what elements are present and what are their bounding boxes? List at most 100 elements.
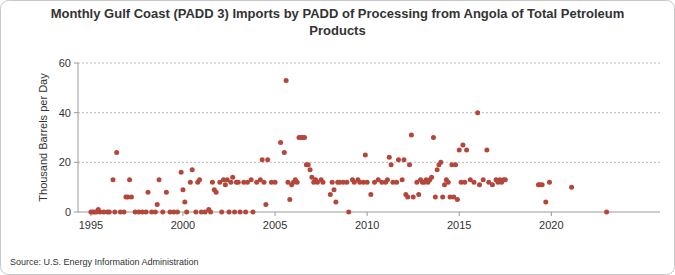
point <box>400 177 405 182</box>
point <box>197 177 202 182</box>
point <box>228 180 233 185</box>
point <box>401 157 406 162</box>
point <box>214 190 219 195</box>
x-tick <box>551 212 552 216</box>
point <box>363 152 368 157</box>
point <box>477 182 482 187</box>
x-tick <box>275 212 276 216</box>
point <box>155 202 160 207</box>
grid-line <box>78 112 660 113</box>
point <box>365 180 370 185</box>
point <box>440 195 445 200</box>
point <box>190 167 195 172</box>
point <box>481 177 486 182</box>
point <box>282 150 287 155</box>
point <box>160 210 165 215</box>
chart: Monthly Gulf Coast (PADD 3) Imports by P… <box>0 0 675 275</box>
point <box>144 210 149 215</box>
point <box>543 200 548 205</box>
point <box>175 210 180 215</box>
point <box>153 210 158 215</box>
point <box>227 210 232 215</box>
y-tick <box>74 112 78 113</box>
point <box>433 195 438 200</box>
source: Source: U.S. Energy Information Administ… <box>10 257 199 267</box>
y-axis <box>78 63 79 212</box>
x-tick-label: 1995 <box>79 219 103 231</box>
point <box>490 182 495 187</box>
point <box>540 182 545 187</box>
point <box>394 180 399 185</box>
point <box>435 167 440 172</box>
y-tick-label: 40 <box>59 107 71 119</box>
point <box>230 175 235 180</box>
point <box>243 210 248 215</box>
point <box>284 78 289 83</box>
point <box>368 192 373 197</box>
point <box>411 195 416 200</box>
point <box>164 190 169 195</box>
point <box>455 197 460 202</box>
x-tick-label: 2010 <box>355 219 379 231</box>
point <box>122 210 127 215</box>
point <box>332 187 337 192</box>
y-tick <box>74 162 78 163</box>
grid-line <box>78 63 660 64</box>
y-tick <box>74 212 78 213</box>
point <box>385 177 390 182</box>
point <box>262 180 267 185</box>
point <box>179 170 184 175</box>
y-tick-label: 60 <box>59 57 71 69</box>
point <box>263 202 268 207</box>
point <box>265 157 270 162</box>
point <box>429 175 434 180</box>
point <box>330 180 335 185</box>
y-tick-label: 0 <box>65 206 71 218</box>
point <box>260 157 265 162</box>
point <box>328 192 333 197</box>
point <box>333 200 338 205</box>
point <box>193 210 198 215</box>
point <box>302 135 307 140</box>
point <box>249 177 254 182</box>
point <box>460 142 465 147</box>
point <box>604 210 609 215</box>
border <box>1 1 675 275</box>
point <box>464 147 469 152</box>
point <box>462 180 467 185</box>
grid-line <box>78 162 660 163</box>
x-tick-label: 2015 <box>447 219 471 231</box>
point <box>547 180 552 185</box>
point <box>475 110 480 115</box>
y-axis-label: Thousand Barrels per Day <box>37 73 49 202</box>
point <box>184 210 189 215</box>
point <box>407 162 412 167</box>
point <box>438 160 443 165</box>
y-tick-label: 20 <box>59 156 71 168</box>
point <box>182 200 187 205</box>
point <box>180 187 185 192</box>
title-line: Monthly Gulf Coast (PADD 3) Imports by P… <box>51 6 625 21</box>
point <box>344 180 349 185</box>
x-axis <box>78 212 660 213</box>
point <box>457 147 462 152</box>
point <box>453 162 458 167</box>
point <box>278 140 283 145</box>
point <box>157 177 162 182</box>
point <box>145 190 150 195</box>
x-tick <box>459 212 460 216</box>
point <box>387 155 392 160</box>
points <box>88 78 609 215</box>
point <box>320 180 325 185</box>
x-tick-label: 2005 <box>263 219 287 231</box>
point <box>219 210 224 215</box>
point <box>405 195 410 200</box>
title: Monthly Gulf Coast (PADD 3) Imports by P… <box>51 6 625 38</box>
point <box>210 180 215 185</box>
point <box>484 147 489 152</box>
point <box>431 135 436 140</box>
point <box>569 185 574 190</box>
point <box>346 210 351 215</box>
point <box>471 180 476 185</box>
point <box>107 210 112 215</box>
